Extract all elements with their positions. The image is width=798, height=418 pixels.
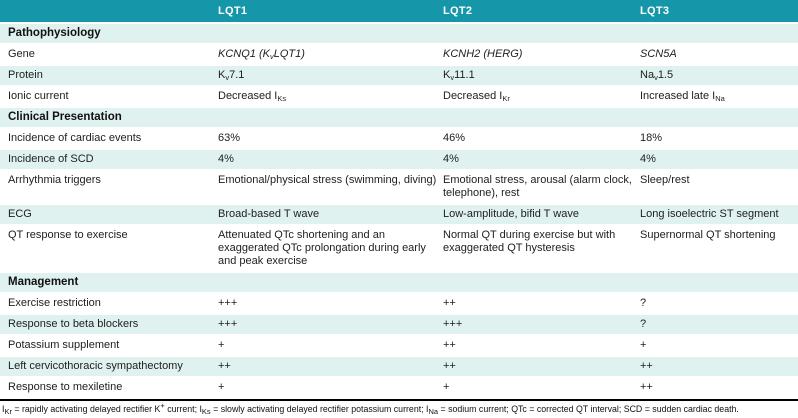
row-label: Ionic current xyxy=(8,90,69,102)
section-row-pathophysiology: Pathophysiology xyxy=(0,24,798,43)
cell-protein-lqt3: Nav1.5 xyxy=(640,69,674,82)
cell-cardiac-events-lqt3: 18% xyxy=(640,132,663,144)
row-label: Incidence of SCD xyxy=(8,153,94,165)
cell-cardiac-events-lqt2: 46% xyxy=(443,132,466,144)
table-row-sympathectomy: Left cervicothoracic sympathectomy ++ ++… xyxy=(0,357,798,376)
row-label: Potassium supplement xyxy=(8,339,120,351)
table-row-qt-response: QT response to exercise Attenuated QTc s… xyxy=(0,226,798,271)
section-title: Clinical Presentation xyxy=(8,111,122,123)
table-row-incidence-scd: Incidence of SCD 4% 4% 4% xyxy=(0,150,798,169)
table-header-row: LQT1 LQT2 LQT3 xyxy=(0,0,798,22)
row-label: Protein xyxy=(8,69,43,81)
row-label: Response to mexiletine xyxy=(8,381,123,393)
cell-sympathectomy-lqt2: ++ xyxy=(443,360,456,372)
cell-ionic-lqt1: Decreased IKs xyxy=(218,90,287,103)
cell-qt-response-lqt3: Supernormal QT shortening xyxy=(640,229,776,241)
header-lqt1: LQT1 xyxy=(218,5,248,17)
row-label: ECG xyxy=(8,208,32,220)
table-row-exercise-restriction: Exercise restriction +++ ++ ? xyxy=(0,294,798,313)
table-row-incidence-cardiac-events: Incidence of cardiac events 63% 46% 18% xyxy=(0,129,798,148)
cell-protein-lqt1: Kv7.1 xyxy=(218,69,245,82)
cell-ecg-lqt2: Low-amplitude, bifid T wave xyxy=(443,208,579,220)
row-label: Arrhythmia triggers xyxy=(8,174,101,186)
cell-gene-lqt1: KCNQ1 (KvLQT1) xyxy=(218,48,305,61)
cell-cardiac-events-lqt1: 63% xyxy=(218,132,241,144)
cell-scd-lqt1: 4% xyxy=(218,153,234,165)
cell-mexiletine-lqt2: + xyxy=(443,381,450,393)
row-label: Exercise restriction xyxy=(8,297,101,309)
cell-protein-lqt2: Kv11.1 xyxy=(443,69,475,82)
table-row-ionic-current: Ionic current Decreased IKs Decreased IK… xyxy=(0,87,798,106)
table-row-potassium-supplement: Potassium supplement + ++ + xyxy=(0,336,798,355)
cell-ecg-lqt1: Broad-based T wave xyxy=(218,208,320,220)
cell-gene-lqt3: SCN5A xyxy=(640,48,677,60)
row-label: Left cervicothoracic sympathectomy xyxy=(8,360,183,372)
header-lqt3: LQT3 xyxy=(640,5,670,17)
section-row-clinical-presentation: Clinical Presentation xyxy=(0,108,798,127)
table-row-mexiletine: Response to mexiletine + + ++ xyxy=(0,378,798,397)
cell-mexiletine-lqt3: ++ xyxy=(640,381,653,393)
cell-scd-lqt3: 4% xyxy=(640,153,656,165)
table-row-beta-blockers: Response to beta blockers +++ +++ ? xyxy=(0,315,798,334)
cell-potassium-lqt3: + xyxy=(640,339,647,351)
row-label: QT response to exercise xyxy=(8,229,128,241)
cell-beta-lqt1: +++ xyxy=(218,318,238,330)
cell-exercise-lqt3: ? xyxy=(640,297,647,309)
cell-potassium-lqt1: + xyxy=(218,339,225,351)
table-row-gene: Gene KCNQ1 (KvLQT1) KCNH2 (HERG) SCN5A xyxy=(0,45,798,64)
header-empty-cell xyxy=(0,0,218,22)
cell-gene-lqt2: KCNH2 (HERG) xyxy=(443,48,523,60)
table-row-ecg: ECG Broad-based T wave Low-amplitude, bi… xyxy=(0,205,798,224)
cell-sympathectomy-lqt1: ++ xyxy=(218,360,231,372)
cell-mexiletine-lqt1: + xyxy=(218,381,225,393)
table-footnote: IKr = rapidly activating delayed rectifi… xyxy=(2,401,739,416)
cell-exercise-lqt1: +++ xyxy=(218,297,238,309)
table-row-arrhythmia-triggers: Arrhythmia triggers Emotional/physical s… xyxy=(0,171,798,203)
cell-beta-lqt3: ? xyxy=(640,318,647,330)
row-label: Response to beta blockers xyxy=(8,318,139,330)
cell-potassium-lqt2: ++ xyxy=(443,339,456,351)
cell-exercise-lqt2: ++ xyxy=(443,297,456,309)
section-title: Pathophysiology xyxy=(8,27,101,39)
cell-scd-lqt2: 4% xyxy=(443,153,459,165)
table-row-protein: Protein Kv7.1 Kv11.1 Nav1.5 xyxy=(0,66,798,85)
cell-sympathectomy-lqt3: ++ xyxy=(640,360,653,372)
cell-ecg-lqt3: Long isoelectric ST segment xyxy=(640,208,779,220)
cell-qt-response-lqt2: Normal QT during exercise but with exagg… xyxy=(443,229,616,254)
cell-ionic-lqt2: Decreased IKr xyxy=(443,90,510,103)
cell-triggers-lqt3: Sleep/rest xyxy=(640,174,690,186)
header-lqt2: LQT2 xyxy=(443,5,473,17)
cell-qt-response-lqt1: Attenuated QTc shortening and an exagger… xyxy=(218,229,426,267)
section-title: Management xyxy=(8,276,79,288)
cell-triggers-lqt2: Emotional stress, arousal (alarm clock, … xyxy=(443,174,632,199)
row-label: Incidence of cardiac events xyxy=(8,132,142,144)
cell-triggers-lqt1: Emotional/physical stress (swimming, div… xyxy=(218,174,437,186)
cell-beta-lqt2: +++ xyxy=(443,318,463,330)
cell-ionic-lqt3: Increased late INa xyxy=(640,90,725,103)
row-label: Gene xyxy=(8,48,35,60)
footnote-divider-rule xyxy=(0,399,798,401)
section-row-management: Management xyxy=(0,273,798,292)
